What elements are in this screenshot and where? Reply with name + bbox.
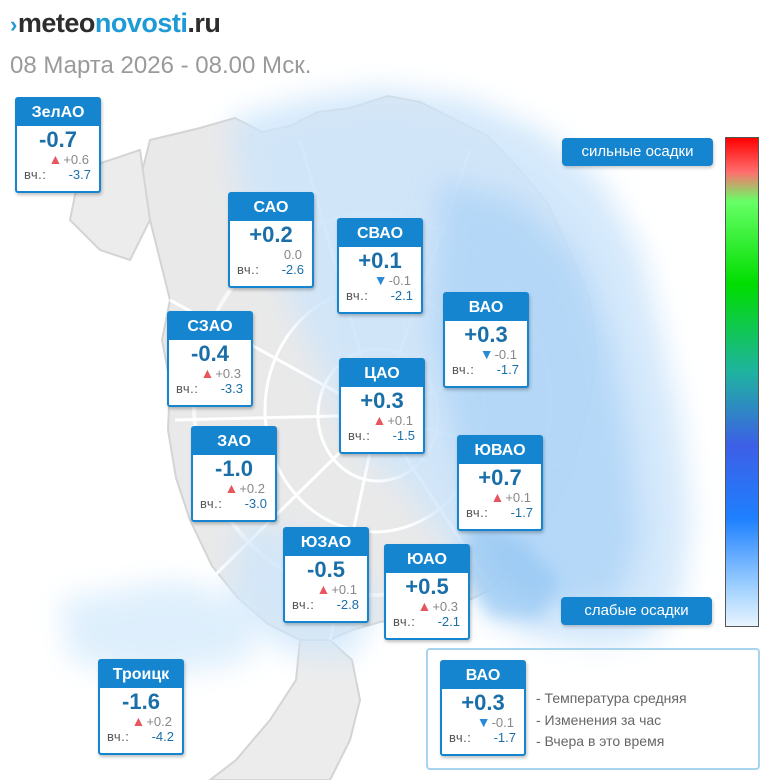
hourly-change: ▲+0.3	[200, 365, 241, 382]
legend-notes: - Температура средняя - Изменения за час…	[536, 688, 687, 753]
yesterday-temperature: -4.2	[151, 729, 174, 744]
yesterday-row: вч.: -1.5	[348, 428, 415, 443]
yesterday-row: вч.: -1.7	[466, 505, 533, 520]
district-name: СЗАО	[169, 313, 251, 340]
yesterday-temperature: -3.0	[244, 496, 267, 511]
yesterday-row: вч.: -2.6	[237, 262, 304, 277]
yesterday-temperature: -2.1	[437, 614, 460, 629]
district-name: ВАО	[445, 294, 527, 321]
arrow-up-icon: ▲	[224, 480, 239, 496]
scale-label-heavy: сильные осадки	[562, 138, 713, 166]
district-name: СВАО	[339, 220, 421, 247]
district-name: САО	[230, 194, 312, 221]
district-card-vao[interactable]: ВАО +0.3 ▼-0.1 вч.: -1.7	[443, 292, 529, 388]
hourly-change: ▼-0.1	[476, 714, 514, 731]
district-temperature: -1.0	[215, 456, 253, 481]
arrow-up-icon: ▲	[48, 151, 63, 167]
district-temperature: -0.5	[307, 557, 345, 582]
hourly-change: ▲+0.1	[316, 581, 357, 598]
district-name: ЮАО	[386, 546, 468, 573]
district-temperature: +0.3	[464, 322, 508, 347]
yesterday-temperature: -2.1	[390, 288, 413, 303]
district-temperature: -0.4	[191, 341, 229, 366]
legend-note-change: - Изменения за час	[536, 711, 662, 728]
district-name: ЮЗАО	[285, 529, 367, 556]
site-logo[interactable]: ›meteonovosti.ru	[10, 8, 221, 38]
district-card-sao[interactable]: САО +0.2 0.0 вч.: -2.6	[228, 192, 314, 288]
legend-note-temperature: - Температура средняя	[536, 690, 687, 706]
district-name: ЗАО	[193, 428, 275, 455]
arrow-up-icon: ▲	[372, 412, 387, 428]
yesterday-row: вч.: -2.1	[346, 288, 413, 303]
district-card-svao[interactable]: СВАО +0.1 ▼-0.1 вч.: -2.1	[337, 218, 423, 314]
district-temperature: +0.1	[358, 248, 402, 273]
yesterday-row: вч.: -3.0	[200, 496, 267, 511]
precipitation-scale-bar	[725, 137, 759, 627]
hourly-change: ▼-0.1	[479, 346, 517, 363]
district-card-troick[interactable]: Троицк -1.6 ▲+0.2 вч.: -4.2	[98, 659, 184, 755]
arrow-down-icon: ▼	[476, 714, 491, 730]
hourly-change: ▲+0.2	[224, 480, 265, 497]
forecast-datetime: 08 Марта 2026 - 08.00 Мск.	[10, 52, 312, 79]
yesterday-row: вч.: -3.7	[24, 167, 91, 182]
district-temperature: -1.6	[122, 689, 160, 714]
hourly-change: ▲+0.6	[48, 151, 89, 168]
yesterday-row: вч.: -1.7	[452, 362, 519, 377]
district-card-zelao[interactable]: ЗелАО -0.7 ▲+0.6 вч.: -3.7	[15, 97, 101, 193]
hourly-change: ▲+0.1	[372, 412, 413, 429]
yesterday-row: вч.: -2.8	[292, 597, 359, 612]
hourly-change: ▲+0.2	[131, 713, 172, 730]
district-temperature: -0.7	[39, 127, 77, 152]
yesterday-temperature: -2.8	[336, 597, 359, 612]
yesterday-temperature: -1.7	[496, 362, 519, 377]
hourly-change: ▲+0.1	[490, 489, 531, 506]
arrow-up-icon: ▲	[316, 581, 331, 597]
district-name: ВАО	[442, 662, 524, 689]
hourly-change: ▼-0.1	[373, 272, 411, 289]
hourly-change: ▲+0.3	[417, 598, 458, 615]
yesterday-temperature: -1.5	[392, 428, 415, 443]
district-name: Троицк	[100, 661, 182, 688]
yesterday-temperature: -1.7	[510, 505, 533, 520]
arrow-down-icon: ▼	[479, 346, 494, 362]
district-temperature: +0.5	[405, 574, 449, 599]
district-card-cao[interactable]: ЦАО +0.3 ▲+0.1 вч.: -1.5	[339, 358, 425, 454]
yesterday-temperature: -3.3	[220, 381, 243, 396]
logo-mark-icon: ›	[10, 12, 17, 37]
arrow-up-icon: ▲	[131, 713, 146, 729]
yesterday-row: вч.: -2.1	[393, 614, 460, 629]
district-temperature: +0.7	[478, 465, 522, 490]
district-card-yuzao[interactable]: ЮЗАО -0.5 ▲+0.1 вч.: -2.8	[283, 527, 369, 623]
district-card-yuao[interactable]: ЮАО +0.5 ▲+0.3 вч.: -2.1	[384, 544, 470, 640]
legend-panel: ВАО +0.3 ▼-0.1 вч.: -1.7 - Температура ср…	[426, 648, 760, 770]
yesterday-row: вч.: -1.7	[449, 730, 516, 745]
legend-note-yesterday: - Вчера в это время	[536, 733, 665, 749]
arrow-up-icon: ▲	[200, 365, 215, 381]
district-card-zao[interactable]: ЗАО -1.0 ▲+0.2 вч.: -3.0	[191, 426, 277, 522]
scale-label-light: слабые осадки	[561, 597, 712, 625]
district-temperature: +0.3	[360, 388, 404, 413]
arrow-up-icon: ▲	[490, 489, 505, 505]
yesterday-row: вч.: -3.3	[176, 381, 243, 396]
district-card-szao[interactable]: СЗАО -0.4 ▲+0.3 вч.: -3.3	[167, 311, 253, 407]
legend-sample-card: ВАО +0.3 ▼-0.1 вч.: -1.7	[440, 660, 526, 756]
district-card-yuvao[interactable]: ЮВАО +0.7 ▲+0.1 вч.: -1.7	[457, 435, 543, 531]
arrow-up-icon: ▲	[417, 598, 432, 614]
district-name: ЦАО	[341, 360, 423, 387]
district-temperature: +0.2	[249, 222, 293, 247]
arrow-down-icon: ▼	[373, 272, 388, 288]
yesterday-temperature: -2.6	[281, 262, 304, 277]
yesterday-temperature: -3.7	[68, 167, 91, 182]
district-name: ЗелАО	[17, 99, 99, 126]
hourly-change: 0.0	[283, 247, 302, 262]
district-name: ЮВАО	[459, 437, 541, 464]
district-temperature: +0.3	[461, 690, 505, 715]
yesterday-row: вч.: -4.2	[107, 729, 174, 744]
yesterday-temperature: -1.7	[493, 730, 516, 745]
